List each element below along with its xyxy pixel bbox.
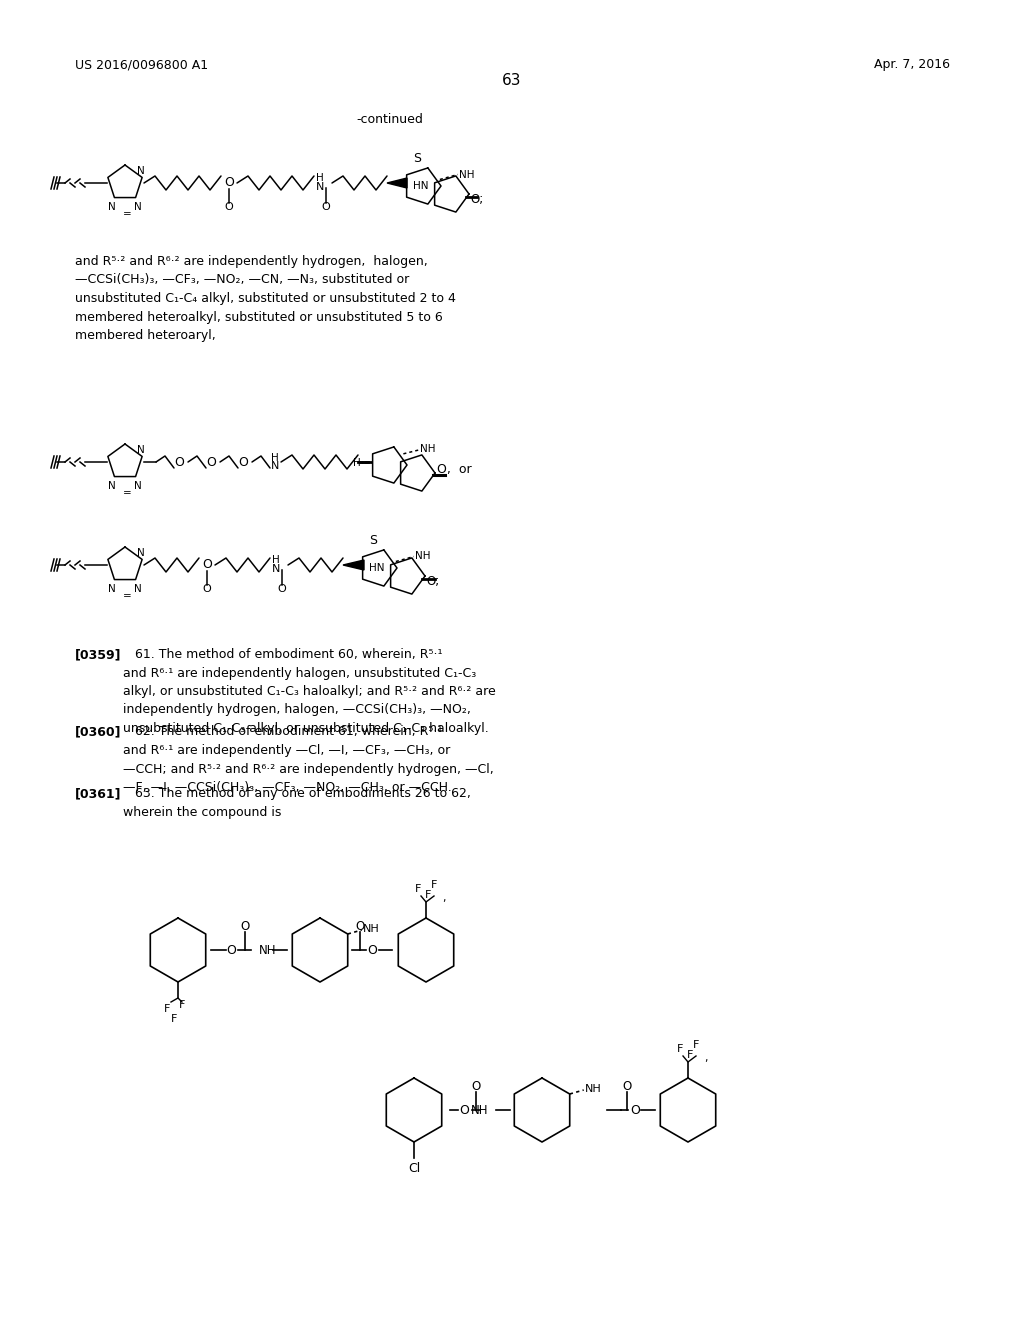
Text: Cl: Cl	[408, 1162, 420, 1175]
Text: O: O	[174, 455, 184, 469]
Text: N: N	[270, 461, 280, 471]
Text: O: O	[322, 202, 331, 213]
Text: O: O	[278, 583, 287, 594]
Text: N: N	[109, 480, 116, 491]
Text: N: N	[315, 182, 325, 191]
Text: NH: NH	[585, 1084, 601, 1094]
Text: NH: NH	[459, 169, 474, 180]
Text: N: N	[109, 202, 116, 213]
Text: US 2016/0096800 A1: US 2016/0096800 A1	[75, 58, 208, 71]
Text: N: N	[137, 166, 144, 176]
Text: NH: NH	[259, 945, 276, 957]
Text: ,: ,	[442, 894, 445, 903]
Text: HN: HN	[414, 181, 429, 191]
Polygon shape	[387, 178, 407, 187]
Text: 62. The method of embodiment 61, wherein, R⁵·¹
and R⁶·¹ are independently —Cl, —: 62. The method of embodiment 61, wherein…	[123, 726, 494, 795]
Text: =: =	[123, 591, 131, 601]
Text: O,  or: O, or	[437, 463, 472, 477]
Text: F: F	[431, 880, 437, 890]
Text: =: =	[123, 488, 131, 498]
Text: =: =	[123, 209, 131, 219]
Text: O: O	[471, 1080, 480, 1093]
Text: O;: O;	[426, 574, 439, 587]
Text: O: O	[355, 920, 365, 932]
Text: O: O	[630, 1104, 640, 1117]
Text: F: F	[425, 890, 431, 900]
Text: N: N	[109, 583, 116, 594]
Text: O: O	[238, 455, 248, 469]
Text: F: F	[687, 1049, 693, 1060]
Text: F: F	[415, 884, 421, 894]
Text: F: F	[677, 1044, 683, 1053]
Text: N: N	[134, 583, 142, 594]
Text: F: F	[164, 1005, 170, 1014]
Text: 63: 63	[502, 73, 522, 88]
Text: N: N	[137, 445, 144, 455]
Text: N: N	[134, 202, 142, 213]
Text: F: F	[179, 1001, 185, 1010]
Text: H: H	[271, 453, 279, 463]
Text: NH: NH	[421, 444, 436, 454]
Text: O: O	[206, 455, 216, 469]
Text: S: S	[413, 152, 421, 165]
Text: and R⁵·² and R⁶·² are independently hydrogen,  halogen,
—CCSi(CH₃)₃, —CF₃, —NO₂,: and R⁵·² and R⁶·² are independently hydr…	[75, 255, 456, 342]
Text: N: N	[137, 548, 144, 558]
Text: NH: NH	[415, 550, 430, 561]
Text: F: F	[171, 1014, 177, 1024]
Text: [0360]: [0360]	[75, 726, 122, 738]
Text: S: S	[369, 535, 377, 546]
Text: HN: HN	[370, 564, 385, 573]
Text: 61. The method of embodiment 60, wherein, R⁵·¹
and R⁶·¹ are independently haloge: 61. The method of embodiment 60, wherein…	[123, 648, 496, 735]
Text: O: O	[224, 202, 233, 213]
Text: N: N	[134, 480, 142, 491]
Text: O: O	[224, 177, 233, 190]
Text: O: O	[226, 944, 236, 957]
Text: NH: NH	[362, 924, 380, 935]
Text: [0361]: [0361]	[75, 788, 122, 800]
Text: 63. The method of any one of embodiments 26 to 62,
wherein the compound is: 63. The method of any one of embodiments…	[123, 788, 471, 818]
Text: NH: NH	[470, 1105, 488, 1118]
Text: O: O	[203, 583, 211, 594]
Text: H: H	[353, 458, 360, 469]
Text: [0359]: [0359]	[75, 648, 122, 661]
Text: N: N	[271, 564, 281, 574]
Text: Apr. 7, 2016: Apr. 7, 2016	[874, 58, 950, 71]
Text: O;: O;	[470, 193, 483, 206]
Text: O: O	[367, 944, 377, 957]
Text: H: H	[272, 554, 280, 565]
Text: -continued: -continued	[356, 114, 424, 125]
Text: O: O	[623, 1080, 632, 1093]
Polygon shape	[343, 560, 364, 570]
Text: F: F	[693, 1040, 699, 1049]
Text: H: H	[316, 173, 324, 183]
Text: O: O	[241, 920, 250, 932]
Text: O: O	[202, 558, 212, 572]
Text: O: O	[459, 1104, 469, 1117]
Text: ,: ,	[705, 1053, 708, 1063]
